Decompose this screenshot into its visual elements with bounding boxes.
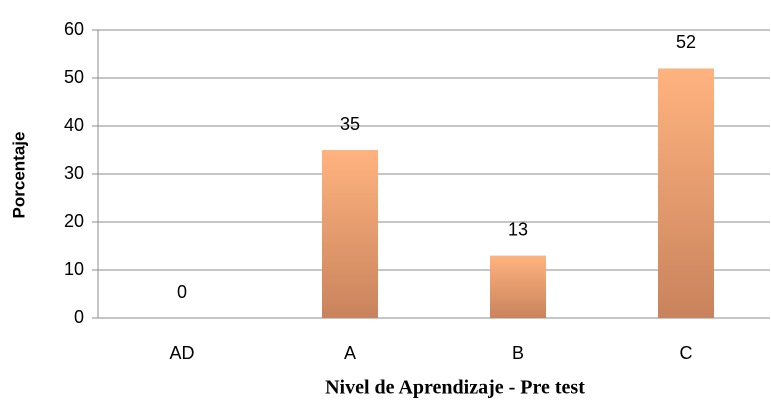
y-tick-label: 50 [64,67,84,87]
y-tick-label: 30 [64,163,84,183]
bar [322,150,378,318]
y-tick-label: 0 [74,307,84,327]
data-label: 52 [676,32,696,52]
y-tick-label: 40 [64,115,84,135]
data-label: 35 [340,114,360,134]
data-label: 13 [508,219,528,239]
y-axis-label: Porcentaje [9,132,28,219]
x-tick-label: C [680,343,693,363]
y-tick-label: 10 [64,259,84,279]
x-axis-label: Nivel de Aprendizaje - Pre test [325,377,585,399]
x-tick-label: B [512,343,524,363]
x-tick-label: AD [169,343,194,363]
data-label: 0 [177,282,187,302]
y-tick-label: 60 [64,19,84,39]
x-tick-label: A [344,343,356,363]
y-tick-label: 20 [64,211,84,231]
bar [490,255,546,318]
bar [658,68,714,319]
